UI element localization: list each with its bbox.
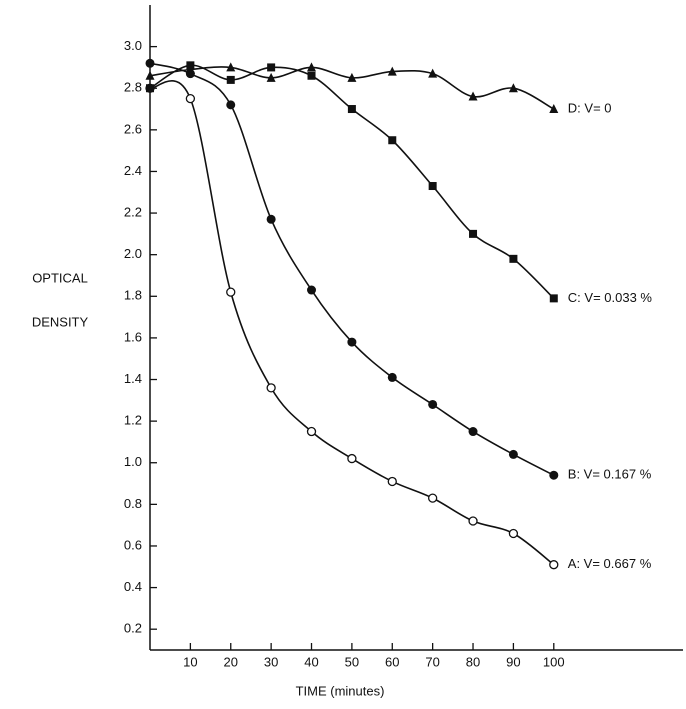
series-label: D: V= 0 bbox=[568, 100, 612, 115]
point bbox=[508, 83, 518, 93]
y-axis-label: DENSITY bbox=[32, 314, 89, 329]
x-tick-label: 60 bbox=[385, 654, 399, 669]
point bbox=[549, 104, 559, 114]
point bbox=[146, 84, 154, 93]
y-tick-label: 0.2 bbox=[124, 621, 142, 636]
point bbox=[145, 58, 155, 68]
point bbox=[226, 100, 236, 110]
series-label: B: V= 0.167 % bbox=[568, 467, 652, 482]
point bbox=[307, 285, 317, 295]
y-tick-label: 0.4 bbox=[124, 579, 142, 594]
curve bbox=[149, 80, 555, 566]
point bbox=[347, 337, 357, 347]
point bbox=[428, 68, 438, 78]
x-tick-label: 40 bbox=[304, 654, 318, 669]
x-axis-label: TIME (minutes) bbox=[296, 683, 385, 698]
y-tick-label: 3.0 bbox=[124, 38, 142, 53]
point bbox=[145, 70, 155, 80]
point bbox=[468, 91, 478, 101]
y-tick-label: 1.8 bbox=[124, 288, 142, 303]
point bbox=[549, 560, 559, 570]
x-tick-label: 50 bbox=[345, 654, 359, 669]
y-tick-label: 0.8 bbox=[124, 496, 142, 511]
point bbox=[226, 287, 236, 297]
y-tick-label: 1.6 bbox=[124, 329, 142, 344]
point bbox=[549, 294, 558, 303]
point bbox=[468, 427, 478, 437]
x-tick-label: 10 bbox=[183, 654, 197, 669]
y-tick-label: 2.8 bbox=[124, 80, 142, 95]
point bbox=[185, 64, 195, 74]
point bbox=[226, 75, 235, 84]
series-label: C: V= 0.033 % bbox=[568, 290, 653, 305]
point bbox=[226, 62, 236, 72]
point bbox=[347, 72, 357, 82]
x-tick-label: 70 bbox=[425, 654, 439, 669]
x-tick-label: 20 bbox=[224, 654, 238, 669]
x-tick-label: 90 bbox=[506, 654, 520, 669]
point bbox=[508, 449, 518, 459]
point bbox=[306, 426, 317, 437]
curve bbox=[149, 62, 555, 476]
x-tick-label: 30 bbox=[264, 654, 278, 669]
series-label: A: V= 0.667 % bbox=[568, 556, 652, 571]
y-tick-label: 1.0 bbox=[124, 454, 142, 469]
x-tick-label: 80 bbox=[466, 654, 480, 669]
point bbox=[387, 476, 397, 487]
curve bbox=[149, 64, 555, 299]
point bbox=[428, 399, 438, 409]
point bbox=[266, 72, 276, 82]
point bbox=[468, 516, 478, 526]
point bbox=[266, 214, 276, 224]
point bbox=[266, 383, 276, 393]
x-tick-label: 100 bbox=[543, 654, 565, 669]
point bbox=[347, 105, 356, 114]
point bbox=[428, 182, 437, 191]
point bbox=[387, 372, 397, 382]
y-tick-label: 2.2 bbox=[124, 205, 142, 220]
y-tick-label: 0.6 bbox=[124, 537, 142, 552]
point bbox=[307, 62, 317, 72]
point bbox=[388, 136, 397, 145]
point bbox=[509, 254, 518, 263]
point bbox=[347, 453, 357, 464]
point bbox=[469, 229, 478, 238]
y-tick-label: 2.6 bbox=[124, 121, 142, 136]
y-axis-label: OPTICAL bbox=[32, 270, 88, 285]
point bbox=[387, 66, 397, 76]
point bbox=[185, 93, 196, 104]
point bbox=[307, 71, 316, 80]
point bbox=[508, 528, 519, 539]
y-tick-label: 1.4 bbox=[124, 371, 142, 386]
y-tick-label: 1.2 bbox=[124, 413, 142, 428]
point bbox=[267, 63, 276, 72]
point bbox=[549, 470, 559, 480]
point bbox=[428, 493, 438, 503]
y-tick-label: 2.0 bbox=[124, 246, 142, 261]
y-tick-label: 2.4 bbox=[124, 163, 142, 178]
